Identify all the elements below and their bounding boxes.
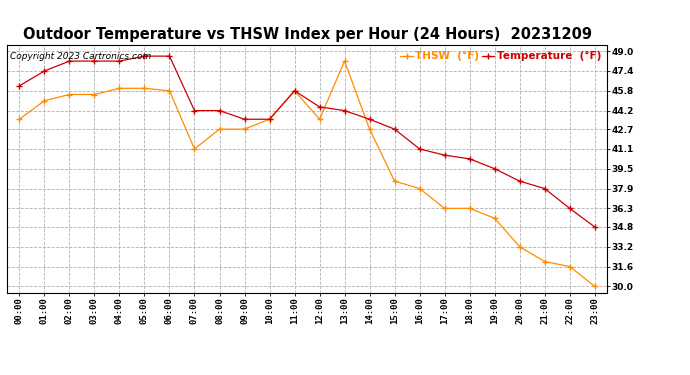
THSW  (°F) (566, 264, 574, 269)
Temperature  (°F) (166, 54, 174, 58)
Line: Temperature  (°F): Temperature (°F) (17, 53, 598, 230)
Temperature  (°F) (66, 59, 74, 63)
Temperature  (°F) (190, 108, 199, 113)
THSW  (°F) (366, 127, 374, 131)
Temperature  (°F) (591, 225, 599, 229)
THSW  (°F) (340, 59, 348, 63)
THSW  (°F) (66, 92, 74, 97)
THSW  (°F) (515, 244, 524, 249)
Temperature  (°F) (366, 117, 374, 122)
Temperature  (°F) (215, 108, 224, 113)
Line: THSW  (°F): THSW (°F) (17, 58, 598, 289)
Temperature  (°F) (440, 153, 449, 158)
THSW  (°F) (591, 284, 599, 289)
THSW  (°F) (315, 117, 324, 122)
Temperature  (°F) (15, 84, 23, 88)
THSW  (°F) (15, 117, 23, 122)
Temperature  (°F) (315, 105, 324, 109)
Temperature  (°F) (540, 186, 549, 191)
Text: Copyright 2023 Cartronics.com: Copyright 2023 Cartronics.com (10, 53, 151, 62)
Temperature  (°F) (491, 166, 499, 171)
Temperature  (°F) (415, 147, 424, 151)
Temperature  (°F) (40, 69, 48, 73)
Temperature  (°F) (90, 59, 99, 63)
THSW  (°F) (215, 127, 224, 131)
THSW  (°F) (540, 260, 549, 264)
THSW  (°F) (240, 127, 248, 131)
THSW  (°F) (90, 92, 99, 97)
Temperature  (°F) (140, 54, 148, 58)
Title: Outdoor Temperature vs THSW Index per Hour (24 Hours)  20231209: Outdoor Temperature vs THSW Index per Ho… (23, 27, 591, 42)
Temperature  (°F) (290, 88, 299, 93)
Temperature  (°F) (115, 59, 124, 63)
THSW  (°F) (391, 179, 399, 183)
THSW  (°F) (415, 186, 424, 191)
Temperature  (°F) (340, 108, 348, 113)
THSW  (°F) (290, 88, 299, 93)
Legend: THSW  (°F), Temperature  (°F): THSW (°F), Temperature (°F) (400, 50, 602, 62)
Temperature  (°F) (240, 117, 248, 122)
Temperature  (°F) (566, 206, 574, 211)
THSW  (°F) (140, 86, 148, 91)
THSW  (°F) (190, 147, 199, 151)
THSW  (°F) (266, 117, 274, 122)
Temperature  (°F) (466, 157, 474, 161)
THSW  (°F) (166, 88, 174, 93)
Temperature  (°F) (266, 117, 274, 122)
THSW  (°F) (115, 86, 124, 91)
THSW  (°F) (466, 206, 474, 211)
Temperature  (°F) (391, 127, 399, 131)
Temperature  (°F) (515, 179, 524, 183)
THSW  (°F) (491, 216, 499, 220)
THSW  (°F) (440, 206, 449, 211)
THSW  (°F) (40, 99, 48, 103)
